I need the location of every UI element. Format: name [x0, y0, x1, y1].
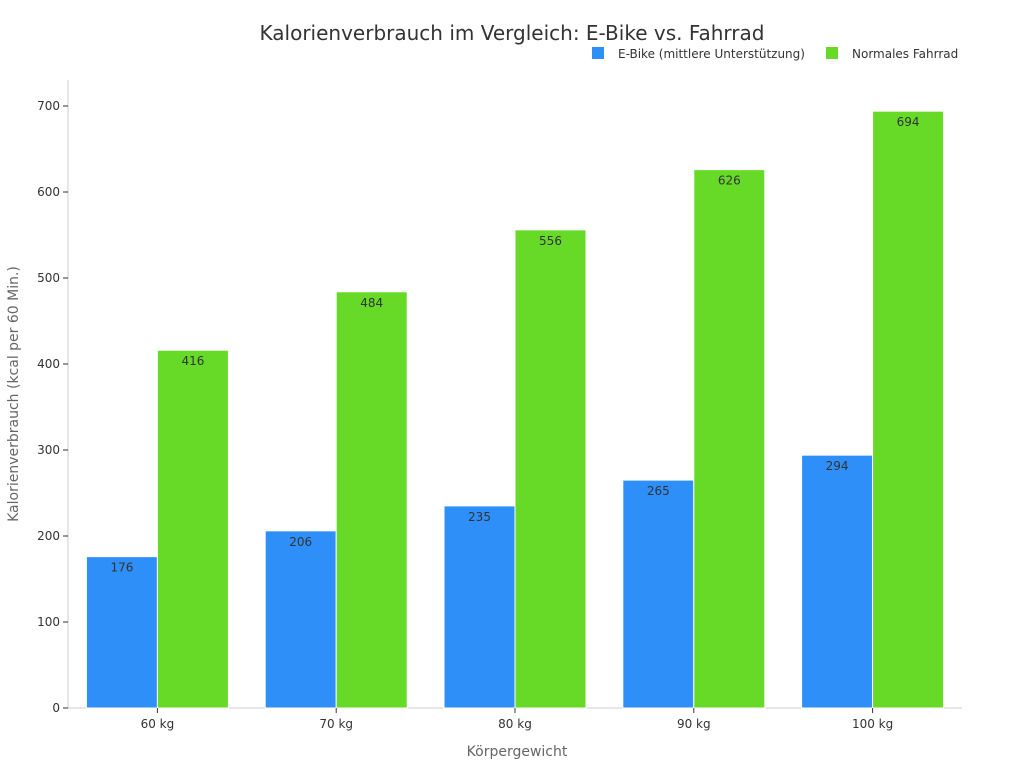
data-label: 484: [360, 296, 383, 310]
bar-fahrrad: [693, 169, 766, 709]
y-tick-label: 0: [52, 701, 60, 715]
x-tick-label: 100 kg: [852, 717, 893, 731]
legend-label-fahrrad: Normales Fahrrad: [852, 47, 958, 61]
data-label: 265: [647, 484, 670, 498]
bar-fahrrad: [514, 229, 587, 709]
data-label: 626: [718, 174, 741, 188]
x-axis-title: Körpergewicht: [467, 744, 568, 760]
data-label: 416: [181, 354, 204, 368]
y-tick-label: 700: [37, 99, 60, 113]
bars: 176 416 206 484 235 556 265 626 294 694: [85, 110, 945, 709]
x-tick-label: 80 kg: [498, 717, 532, 731]
chart-title: Kalorienverbrauch im Vergleich: E-Bike v…: [260, 21, 765, 45]
y-tick-label: 600: [37, 185, 60, 199]
bar-ebike: [85, 556, 158, 709]
data-label: 235: [468, 510, 491, 524]
y-axis-ticks: 0 100 200 300 400 500 600 700: [37, 99, 68, 715]
data-label: 206: [289, 535, 312, 549]
y-tick-label: 200: [37, 529, 60, 543]
x-tick-label: 70 kg: [319, 717, 353, 731]
legend-swatch-ebike: [592, 47, 604, 59]
y-axis-title: Kalorienverbrauch (kcal per 60 Min.): [6, 266, 22, 522]
data-label: 694: [897, 115, 920, 129]
bar-ebike: [264, 530, 337, 709]
y-tick-label: 300: [37, 443, 60, 457]
y-tick-label: 100: [37, 615, 60, 629]
bar-fahrrad: [335, 291, 408, 709]
bar-ebike: [622, 479, 695, 709]
x-tick-label: 60 kg: [141, 717, 175, 731]
data-label: 176: [110, 561, 133, 575]
legend-swatch-fahrrad: [826, 47, 838, 59]
bar-ebike: [801, 454, 874, 709]
x-tick-label: 90 kg: [677, 717, 711, 731]
data-label: 556: [539, 234, 562, 248]
bar-ebike: [443, 505, 516, 709]
y-tick-label: 400: [37, 357, 60, 371]
data-label: 294: [826, 459, 849, 473]
legend-label-ebike: E-Bike (mittlere Unterstützung): [618, 47, 805, 61]
bar-fahrrad: [872, 110, 945, 709]
bar-fahrrad: [156, 349, 229, 709]
y-tick-label: 500: [37, 271, 60, 285]
legend: E-Bike (mittlere Unterstützung) Normales…: [592, 47, 958, 61]
x-axis-ticks: 60 kg 70 kg 80 kg 90 kg 100 kg: [141, 708, 893, 731]
